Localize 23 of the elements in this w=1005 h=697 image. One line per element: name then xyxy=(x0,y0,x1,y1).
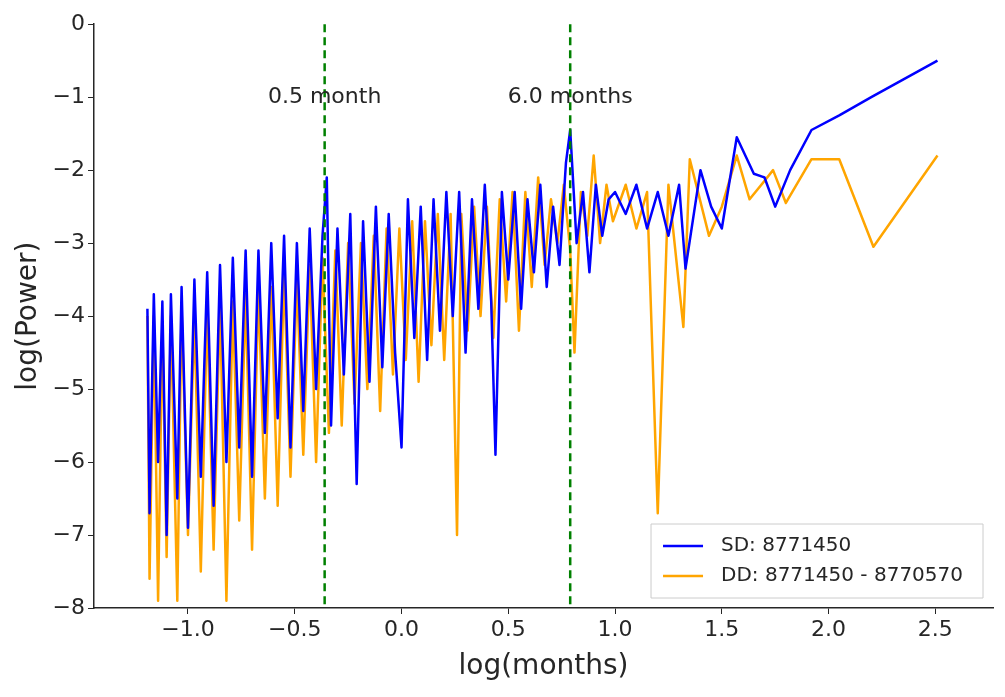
x-tick-label: 1.5 xyxy=(704,615,740,641)
y-tick-label: −5 xyxy=(52,374,86,400)
legend-label: DD: 8771450 - 8770570 xyxy=(721,562,964,587)
x-tick-label: −0.5 xyxy=(268,615,322,641)
ref-line-label: 0.5 month xyxy=(267,82,382,108)
x-tick-label: 2.0 xyxy=(811,615,847,641)
x-tick-label: 2.5 xyxy=(917,615,953,641)
y-axis-title: log(Power) xyxy=(10,241,44,391)
x-tick-label: 0.0 xyxy=(384,615,420,641)
y-tick-label: 0 xyxy=(71,9,86,35)
y-tick-label: −2 xyxy=(52,155,86,181)
x-tick-label: 0.5 xyxy=(490,615,526,641)
x-axis-title: log(months) xyxy=(458,648,629,682)
y-tick-label: −6 xyxy=(52,447,86,473)
y-tick-label: −3 xyxy=(52,228,86,254)
y-tick-label: −8 xyxy=(52,593,86,619)
x-tick-label: −1.0 xyxy=(161,615,215,641)
y-tick-label: −4 xyxy=(52,301,86,327)
x-tick-label: 1.0 xyxy=(597,615,633,641)
legend-label: SD: 8771450 xyxy=(721,532,852,557)
y-tick-label: −7 xyxy=(52,520,86,546)
y-tick-label: −1 xyxy=(52,82,86,108)
ref-line-label: 6.0 months xyxy=(507,82,633,108)
